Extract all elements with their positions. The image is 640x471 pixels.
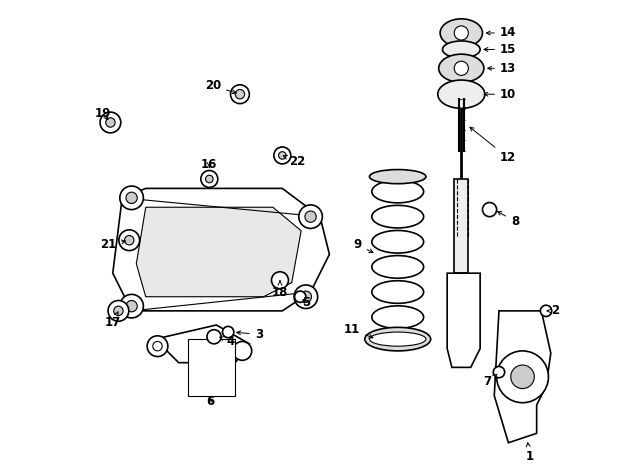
Circle shape [294, 285, 317, 309]
Ellipse shape [438, 54, 484, 82]
Text: 20: 20 [205, 79, 236, 94]
Circle shape [106, 118, 115, 127]
Circle shape [147, 336, 168, 357]
Ellipse shape [372, 306, 424, 328]
Circle shape [305, 211, 316, 222]
Text: 1: 1 [525, 443, 534, 463]
Text: 16: 16 [201, 158, 218, 171]
Circle shape [274, 147, 291, 164]
Ellipse shape [372, 180, 424, 203]
Text: 6: 6 [207, 395, 215, 408]
Circle shape [511, 365, 534, 389]
Circle shape [126, 300, 137, 312]
Circle shape [100, 112, 121, 133]
Circle shape [300, 291, 312, 302]
Circle shape [126, 192, 137, 203]
Text: 17: 17 [104, 312, 121, 329]
Circle shape [114, 306, 123, 316]
Circle shape [207, 330, 221, 344]
Circle shape [153, 341, 162, 351]
Polygon shape [113, 188, 330, 311]
Circle shape [493, 366, 504, 378]
Circle shape [271, 272, 289, 289]
Text: 19: 19 [95, 107, 111, 121]
Text: 18: 18 [272, 281, 288, 300]
Circle shape [299, 205, 323, 228]
Text: 5: 5 [301, 296, 310, 309]
Circle shape [119, 230, 140, 251]
Polygon shape [447, 273, 480, 367]
Circle shape [483, 203, 497, 217]
Text: 15: 15 [484, 43, 516, 56]
Circle shape [120, 294, 143, 318]
Text: 11: 11 [344, 323, 373, 338]
Circle shape [454, 26, 468, 40]
Polygon shape [155, 325, 250, 363]
Text: 9: 9 [353, 238, 373, 252]
Circle shape [454, 61, 468, 75]
Ellipse shape [372, 256, 424, 278]
Circle shape [497, 351, 548, 403]
Text: 21: 21 [100, 238, 125, 252]
Text: 8: 8 [498, 211, 519, 228]
Circle shape [108, 300, 129, 321]
Text: 14: 14 [486, 26, 516, 40]
Text: 4: 4 [220, 335, 235, 348]
Ellipse shape [438, 80, 485, 108]
Circle shape [230, 85, 250, 104]
Text: 7: 7 [483, 374, 497, 388]
Polygon shape [136, 207, 301, 297]
Text: 10: 10 [484, 88, 516, 101]
Circle shape [223, 326, 234, 338]
Ellipse shape [372, 205, 424, 228]
Circle shape [278, 152, 286, 159]
Polygon shape [494, 311, 551, 443]
Text: 2: 2 [547, 304, 559, 317]
Circle shape [205, 175, 213, 183]
Text: 3: 3 [237, 328, 263, 341]
Circle shape [236, 89, 244, 99]
Text: 13: 13 [488, 62, 516, 75]
Ellipse shape [369, 170, 426, 184]
Circle shape [540, 305, 552, 317]
Bar [188, 339, 236, 396]
Ellipse shape [365, 327, 431, 351]
Bar [454, 179, 468, 273]
Ellipse shape [442, 41, 480, 58]
Circle shape [120, 186, 143, 210]
Ellipse shape [440, 19, 483, 47]
Text: 22: 22 [284, 154, 306, 168]
Circle shape [201, 171, 218, 187]
Text: 12: 12 [470, 127, 516, 164]
Circle shape [294, 291, 306, 302]
Circle shape [233, 341, 252, 360]
Circle shape [125, 236, 134, 245]
Ellipse shape [372, 281, 424, 303]
Ellipse shape [372, 230, 424, 253]
Ellipse shape [369, 332, 426, 346]
